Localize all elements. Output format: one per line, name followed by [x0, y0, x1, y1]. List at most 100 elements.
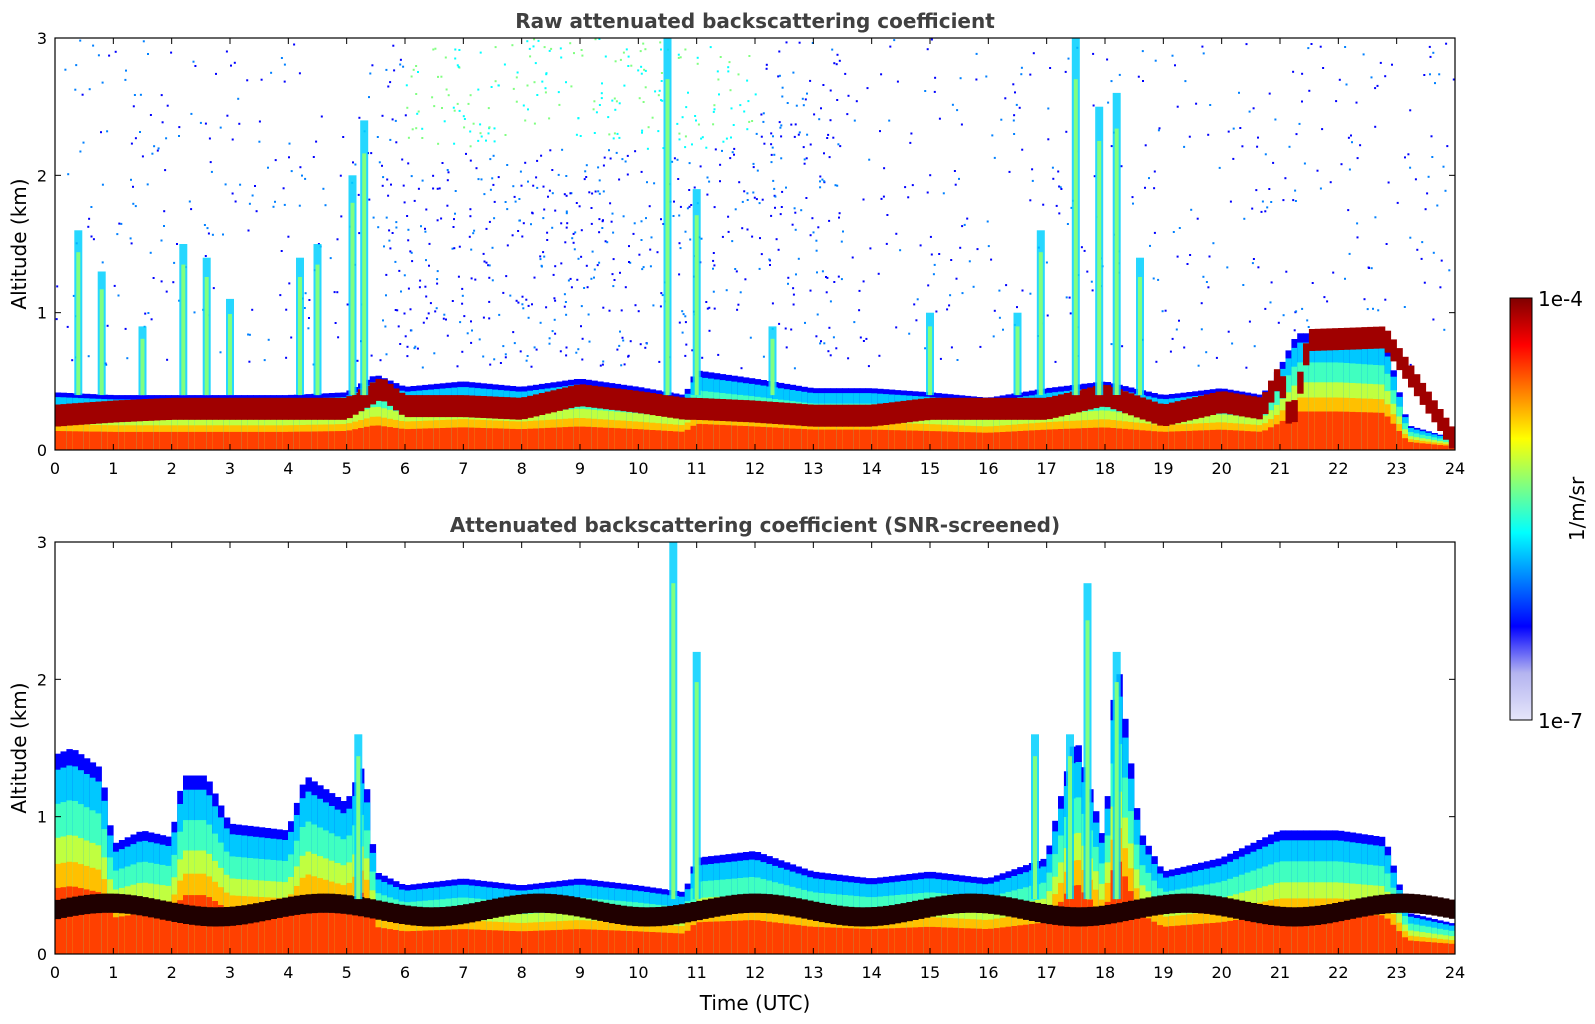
bl-column	[1379, 413, 1385, 450]
bl-column	[807, 927, 813, 955]
strong-layer-column	[434, 907, 440, 926]
noise-pixel	[527, 85, 529, 87]
noise-pixel	[422, 180, 424, 182]
strong-layer-column	[399, 393, 405, 415]
bl-column	[434, 930, 440, 954]
bl-column	[644, 430, 650, 450]
noise-pixel	[683, 313, 685, 315]
plume-core	[771, 339, 775, 395]
noise-pixel	[794, 367, 796, 369]
noise-pixel	[768, 259, 770, 261]
bl-column	[609, 930, 615, 954]
bl-column	[160, 915, 166, 954]
bl-column	[416, 931, 422, 954]
noise-pixel	[1391, 64, 1393, 66]
noise-pixel	[813, 231, 815, 233]
bl-column	[551, 428, 557, 450]
noise-pixel	[565, 301, 567, 303]
strong-layer-column	[428, 395, 434, 417]
strong-layer-column	[918, 900, 924, 919]
noise-pixel	[566, 222, 568, 224]
noise-pixel	[532, 212, 534, 214]
bl-column	[1361, 412, 1367, 450]
noise-pixel	[1409, 109, 1411, 111]
bl-column	[714, 922, 720, 955]
strong-layer-column	[253, 398, 259, 420]
noise-pixel	[816, 250, 818, 252]
strong-layer-column	[475, 902, 481, 921]
noise-pixel	[1249, 321, 1251, 323]
noise-pixel	[799, 131, 801, 133]
noise-pixel	[943, 192, 945, 194]
noise-pixel	[469, 215, 471, 217]
strong-layer-column	[329, 398, 335, 420]
strong-layer-column	[947, 398, 953, 420]
noise-pixel	[774, 196, 776, 198]
noise-pixel	[1060, 188, 1062, 190]
noise-pixel	[657, 251, 659, 253]
noise-pixel	[592, 251, 594, 253]
strong-layer-column	[1140, 398, 1146, 420]
strong-layer-column	[341, 895, 347, 914]
noise-pixel	[247, 334, 249, 336]
noise-pixel	[645, 217, 647, 219]
noise-pixel	[961, 124, 963, 126]
noise-pixel	[1426, 192, 1428, 194]
noise-pixel	[1283, 314, 1285, 316]
noise-pixel	[573, 52, 575, 54]
noise-pixel	[131, 242, 133, 244]
noise-pixel	[1306, 319, 1308, 321]
noise-pixel	[147, 312, 149, 314]
noise-pixel	[830, 354, 832, 356]
noise-pixel	[820, 340, 822, 342]
noise-pixel	[627, 155, 629, 157]
noise-pixel	[820, 107, 822, 109]
bl-column	[731, 426, 737, 451]
noise-pixel	[939, 118, 941, 120]
noise-pixel	[581, 229, 583, 231]
noise-pixel	[371, 355, 373, 357]
strong-layer-column	[1087, 388, 1093, 410]
strong-layer-column	[866, 405, 872, 427]
noise-pixel	[406, 107, 408, 109]
plume-core	[141, 339, 145, 395]
strong-layer-column	[1134, 900, 1140, 919]
bl-column	[90, 432, 96, 450]
noise-pixel	[1255, 189, 1257, 191]
strong-layer-column	[125, 895, 131, 914]
noise-pixel	[715, 148, 717, 150]
noise-pixel	[580, 256, 582, 258]
bl-column	[836, 928, 842, 954]
bl-column	[790, 429, 796, 451]
strong-layer-column	[749, 894, 755, 913]
noise-pixel	[486, 262, 488, 264]
noise-pixel	[452, 300, 454, 302]
noise-pixel	[545, 306, 547, 308]
bl-column	[1449, 944, 1455, 954]
noise-pixel	[780, 124, 782, 126]
noise-pixel	[778, 51, 780, 53]
noise-pixel	[1201, 46, 1203, 48]
y-tick-label: 3	[37, 29, 47, 48]
noise-pixel	[599, 104, 601, 106]
noise-pixel	[1282, 199, 1284, 201]
plume-core	[351, 203, 355, 395]
strong-layer-column	[1286, 402, 1292, 424]
bl-column	[556, 930, 562, 954]
noise-pixel	[803, 146, 805, 148]
bl-column	[901, 430, 907, 450]
noise-pixel	[459, 321, 461, 323]
noise-pixel	[491, 86, 493, 88]
strong-layer-column	[527, 396, 533, 418]
noise-pixel	[634, 150, 636, 152]
noise-pixel	[114, 285, 116, 287]
noise-pixel	[1278, 322, 1280, 324]
bl-column	[1344, 412, 1350, 450]
bl-column	[1093, 428, 1099, 450]
noise-pixel	[528, 305, 530, 307]
noise-pixel	[211, 171, 213, 173]
bl-column	[667, 431, 673, 450]
strong-layer-column	[591, 901, 597, 920]
strong-layer-column	[206, 907, 212, 926]
noise-pixel	[727, 66, 729, 68]
